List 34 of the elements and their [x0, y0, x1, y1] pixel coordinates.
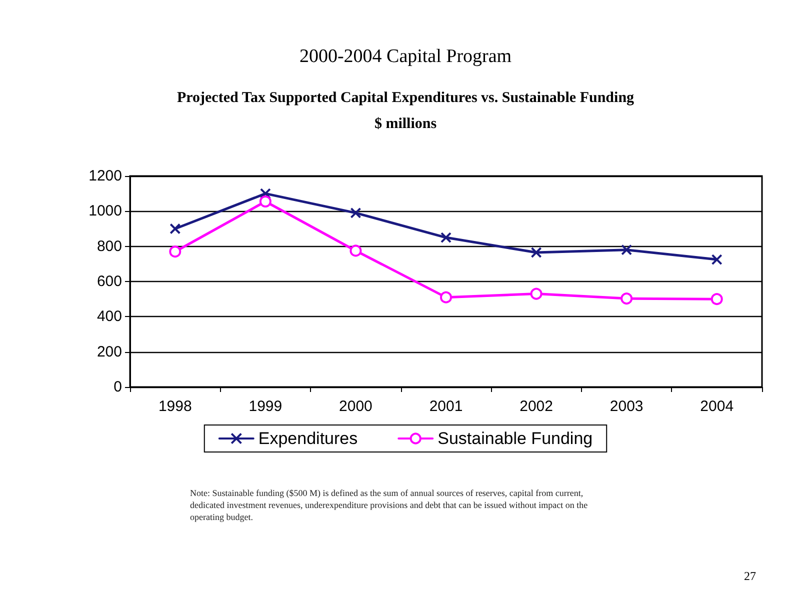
- x-tick-label: 2003: [610, 398, 644, 415]
- y-tick-label: 0: [114, 378, 122, 396]
- point: [530, 246, 542, 258]
- y-tick-label: 400: [96, 308, 122, 326]
- point: [440, 291, 452, 304]
- x-tick-label: 2001: [429, 398, 463, 415]
- legend-label: Sustainable Funding: [438, 429, 593, 448]
- y-tick-label: 800: [96, 238, 122, 255]
- point: [169, 246, 182, 258]
- y-tick-label: 1000: [88, 202, 122, 220]
- point: [350, 207, 362, 218]
- point: [259, 196, 272, 208]
- y-tick-label: 200: [96, 343, 122, 360]
- point: [711, 254, 722, 266]
- legend-label: Expenditures: [258, 429, 358, 448]
- chart-title: 2000-2004 Capital Program: [299, 46, 512, 67]
- x-tick-label: 2000: [339, 398, 372, 415]
- y-tick-label: 1200: [88, 168, 122, 184]
- x-tick-label: 2002: [520, 398, 553, 415]
- point: [350, 244, 362, 257]
- text: Note: Sustainable funding ($500 M) is defined as the sum of annual sources of reserves, capital from current, dedicated investment revenues, underexpenditure provisions and debt that can be issued without impact on the operating budget.: [190, 488, 590, 522]
- point: [440, 232, 452, 244]
- point: [710, 293, 723, 306]
- point: [621, 244, 632, 256]
- point: [620, 292, 633, 305]
- y-tick-label: 600: [96, 273, 122, 290]
- point: [530, 288, 542, 300]
- chart-subtitle: Projected Tax Supported Capital Expenditures vs. Sustainable Funding $ millions: [176, 90, 635, 132]
- point: [260, 188, 271, 200]
- x-tick-label: 2004: [700, 398, 734, 415]
- x-tick-label: 1999: [248, 398, 282, 415]
- x-tick-label: 1998: [158, 398, 192, 415]
- point: [170, 223, 181, 234]
- text: 27: [744, 569, 756, 583]
